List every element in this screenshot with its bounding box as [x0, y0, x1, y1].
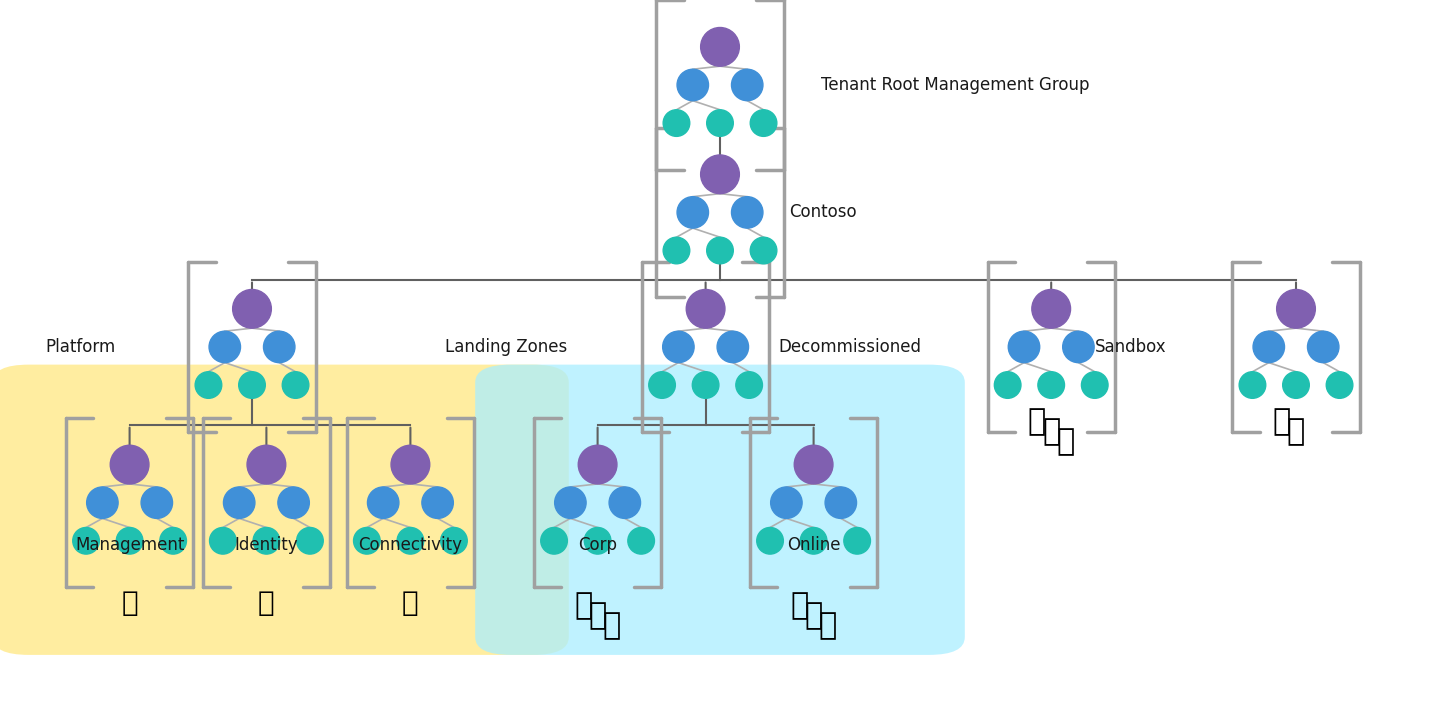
Ellipse shape: [609, 487, 641, 518]
Text: 🔑: 🔑: [258, 589, 275, 617]
Text: Platform: Platform: [45, 338, 115, 356]
Ellipse shape: [1063, 331, 1094, 362]
Ellipse shape: [1308, 331, 1339, 362]
Ellipse shape: [392, 445, 429, 484]
Ellipse shape: [422, 487, 454, 518]
Ellipse shape: [1038, 372, 1064, 399]
Ellipse shape: [297, 527, 323, 554]
Ellipse shape: [701, 155, 739, 194]
Ellipse shape: [160, 527, 186, 554]
Ellipse shape: [239, 372, 265, 399]
Ellipse shape: [248, 445, 285, 484]
Ellipse shape: [770, 487, 802, 518]
Ellipse shape: [732, 69, 763, 101]
Ellipse shape: [750, 237, 776, 264]
Ellipse shape: [278, 487, 310, 518]
Ellipse shape: [209, 331, 240, 362]
Ellipse shape: [649, 372, 675, 399]
Ellipse shape: [1081, 372, 1107, 399]
Ellipse shape: [233, 290, 271, 329]
Ellipse shape: [354, 527, 380, 554]
Ellipse shape: [677, 197, 708, 228]
Ellipse shape: [196, 372, 222, 399]
Ellipse shape: [1326, 372, 1352, 399]
Ellipse shape: [844, 527, 870, 554]
Ellipse shape: [687, 290, 724, 329]
Ellipse shape: [732, 197, 763, 228]
Ellipse shape: [701, 28, 739, 67]
Text: 🔑: 🔑: [819, 612, 837, 640]
Text: 🔑: 🔑: [603, 612, 621, 640]
Text: 🔑: 🔑: [805, 602, 822, 630]
Text: Identity: Identity: [235, 536, 298, 554]
Ellipse shape: [554, 487, 586, 518]
Ellipse shape: [1240, 372, 1266, 399]
Ellipse shape: [579, 445, 616, 484]
Text: 🔑: 🔑: [791, 592, 808, 620]
Ellipse shape: [141, 487, 173, 518]
Ellipse shape: [707, 110, 733, 137]
Ellipse shape: [73, 527, 99, 554]
Text: 🔑: 🔑: [1057, 428, 1074, 456]
Ellipse shape: [677, 69, 708, 101]
Ellipse shape: [86, 487, 118, 518]
Ellipse shape: [628, 527, 654, 554]
Ellipse shape: [117, 527, 143, 554]
Ellipse shape: [1253, 331, 1284, 362]
Ellipse shape: [1032, 290, 1070, 329]
Text: 🔑: 🔑: [1028, 408, 1045, 436]
Ellipse shape: [664, 237, 690, 264]
Ellipse shape: [397, 527, 423, 554]
Text: 🔑: 🔑: [575, 592, 592, 620]
Text: Decommissioned: Decommissioned: [779, 338, 922, 356]
FancyBboxPatch shape: [475, 365, 965, 655]
Ellipse shape: [282, 372, 308, 399]
Text: 🔑: 🔑: [402, 589, 419, 617]
Ellipse shape: [441, 527, 467, 554]
Ellipse shape: [736, 372, 762, 399]
Ellipse shape: [1277, 290, 1315, 329]
Ellipse shape: [111, 445, 148, 484]
Text: Landing Zones: Landing Zones: [445, 338, 567, 356]
Text: 🔑: 🔑: [589, 602, 606, 630]
Text: Management: Management: [75, 536, 184, 554]
Ellipse shape: [1283, 372, 1309, 399]
Text: Tenant Root Management Group: Tenant Root Management Group: [821, 76, 1089, 94]
Text: Online: Online: [786, 536, 841, 554]
FancyBboxPatch shape: [0, 365, 569, 655]
Text: 🔑: 🔑: [1273, 408, 1290, 436]
Text: Sandbox: Sandbox: [1094, 338, 1166, 356]
Ellipse shape: [585, 527, 611, 554]
Ellipse shape: [664, 110, 690, 137]
Ellipse shape: [693, 372, 719, 399]
Ellipse shape: [367, 487, 399, 518]
Text: Connectivity: Connectivity: [359, 536, 462, 554]
Ellipse shape: [995, 372, 1021, 399]
Text: Corp: Corp: [577, 536, 618, 554]
Text: Contoso: Contoso: [789, 203, 857, 222]
Text: 🔑: 🔑: [121, 589, 138, 617]
Text: 🔑: 🔑: [1043, 418, 1060, 446]
Ellipse shape: [795, 445, 832, 484]
Text: 🔑: 🔑: [1287, 418, 1305, 446]
Ellipse shape: [541, 527, 567, 554]
Ellipse shape: [825, 487, 857, 518]
Ellipse shape: [1008, 331, 1040, 362]
Ellipse shape: [264, 331, 295, 362]
Ellipse shape: [253, 527, 279, 554]
Ellipse shape: [210, 527, 236, 554]
Ellipse shape: [717, 331, 749, 362]
Ellipse shape: [707, 237, 733, 264]
Ellipse shape: [662, 331, 694, 362]
Ellipse shape: [223, 487, 255, 518]
Ellipse shape: [801, 527, 827, 554]
Ellipse shape: [750, 110, 776, 137]
Ellipse shape: [757, 527, 783, 554]
